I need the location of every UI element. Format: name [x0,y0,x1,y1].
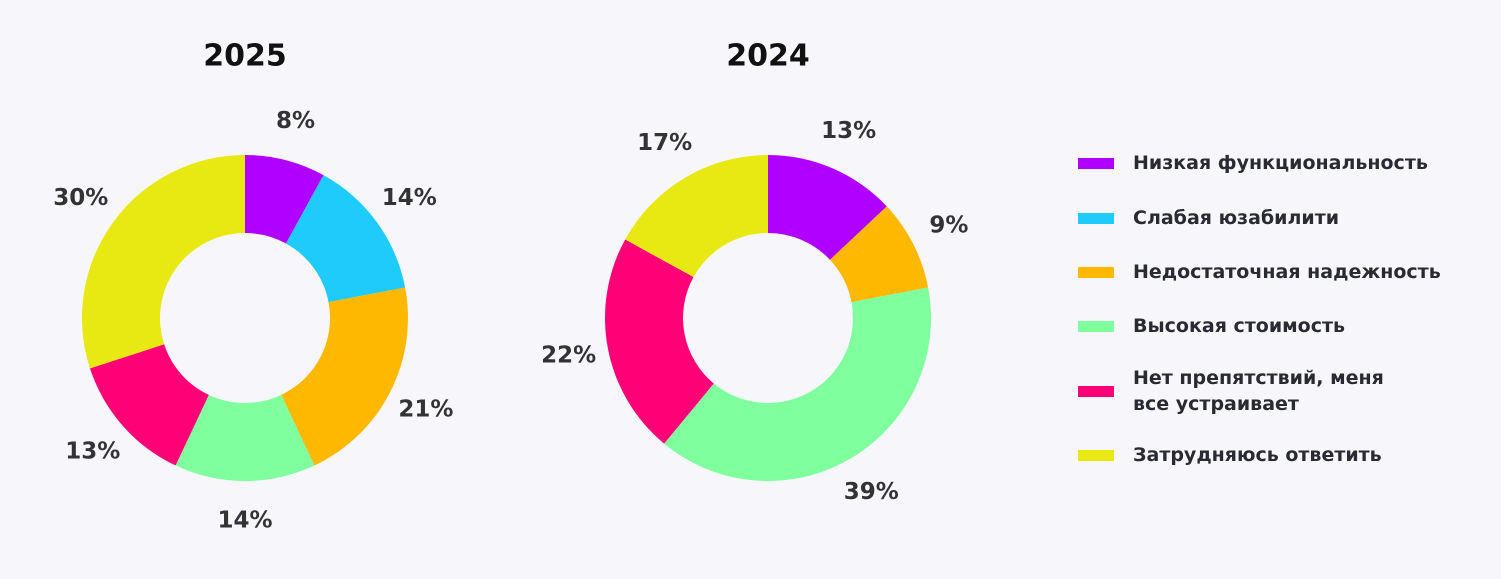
value-label: 13% [65,439,120,465]
legend-swatch [1078,320,1114,332]
donut-slice [664,287,931,481]
legend-item: Слабая юзабилити [1078,192,1473,244]
legend-item: Затрудняюсь ответить [1078,429,1473,481]
value-label: 14% [382,185,437,211]
value-label: 39% [844,479,899,505]
donut-slice [829,206,929,303]
donut-slice [285,175,406,303]
donut-slice [768,155,887,260]
donut-slice [175,394,315,481]
value-label: 21% [398,397,453,423]
legend-item: Низкая функциональность [1078,137,1473,189]
donut-slice [605,239,714,444]
legend-label: Затрудняюсь ответить [1133,444,1382,466]
value-label: 14% [217,508,272,534]
legend-swatch [1078,212,1114,224]
value-label: 8% [276,108,315,134]
legend-swatch [1078,157,1114,169]
donut-slice [281,287,408,466]
value-label: 30% [53,185,108,211]
legend-item: Недостаточная надежность [1078,246,1473,298]
legend-label: Высокая стоимость [1133,315,1346,337]
value-label: 9% [929,212,968,238]
legend-swatch [1078,385,1114,397]
legend-swatch [1078,266,1114,278]
chart-title: 2024 [726,39,810,74]
legend-label: Недостаточная надежность [1133,261,1441,283]
donut-slice [245,155,324,244]
donut-slice [89,344,209,466]
donut-slice [81,155,245,369]
legend-label: Нет препятствий, меня все устраивает [1133,367,1384,415]
chart-title: 2025 [203,39,287,74]
legend-label: Слабая юзабилити [1133,207,1340,229]
value-label: 13% [821,118,876,144]
legend-item: Высокая стоимость [1078,300,1473,352]
value-label: 17% [637,130,692,156]
donut-slice [625,155,768,278]
legend-swatch [1078,449,1114,461]
legend-item: Нет препятствий, меня все устраивает [1078,365,1423,417]
legend-label: Низкая функциональность [1133,152,1428,174]
value-label: 22% [541,343,596,369]
